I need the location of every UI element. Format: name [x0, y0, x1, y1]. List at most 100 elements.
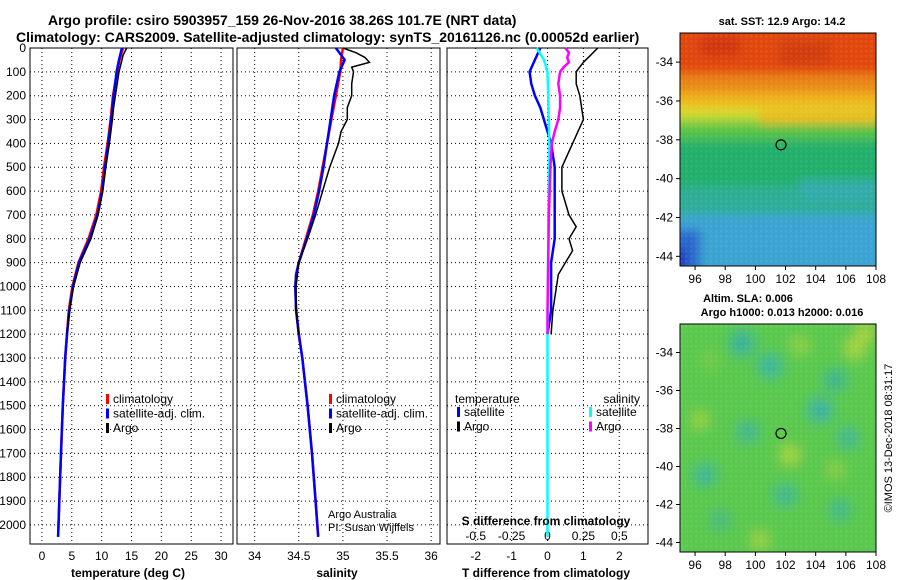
difference-legend-swatch	[589, 407, 592, 417]
sst-map-lon-tick-label: 96	[688, 272, 702, 286]
sst-heatmap	[680, 33, 876, 266]
depth-tick-label: 500	[6, 160, 26, 174]
difference-x-tick-label: -2	[470, 549, 481, 563]
sst-map-lon-tick-label: 106	[836, 272, 856, 286]
sla-map-lon-tick-label: 96	[688, 558, 702, 572]
temperature-series-climatology	[56, 47, 125, 537]
temperature-legend-swatch	[106, 423, 109, 433]
sla-map-lat-tick-label: -42	[656, 498, 674, 512]
sla-map-lon-tick-label: 102	[776, 558, 796, 572]
temperature-x-tick-label: 5	[68, 549, 75, 563]
difference-legend-swatch	[457, 421, 460, 432]
sst-map-title: sat. SST: 12.9 Argo: 14.2	[719, 16, 846, 28]
difference-x-tick-label: 1	[580, 549, 587, 563]
temperature-legend-label: satellite-adj. clim.	[113, 407, 205, 421]
t-difference-label: T difference from climatology	[462, 566, 630, 580]
depth-tick-label: 1100	[0, 303, 26, 317]
salinity-legend-label: satellite-adj. clim.	[336, 407, 428, 421]
difference-x-tick-label: -1	[506, 549, 517, 563]
salinity-series-argo	[295, 47, 371, 335]
difference-legend-swatch	[457, 407, 460, 417]
salinity-legend-label: climatology	[336, 392, 396, 406]
depth-tick-label: 1300	[0, 351, 26, 365]
temperature-x-label: temperature (deg C)	[71, 566, 185, 580]
sla-map-lon-tick-label: 98	[719, 558, 733, 572]
depth-tick-label: 100	[6, 65, 26, 79]
sst-map-lon-tick-label: 102	[776, 272, 796, 286]
temperature-x-tick-label: 30	[214, 549, 228, 563]
depth-tick-label: 200	[6, 89, 26, 103]
depth-tick-label: 900	[6, 256, 26, 270]
sla-map-lon-tick-label: 106	[836, 558, 856, 572]
depth-tick-label: 1000	[0, 279, 26, 293]
salinity-x-tick-label: 35.5	[375, 549, 399, 563]
temperature-legend-swatch	[106, 394, 109, 404]
s-difference-tick-label: -0.25	[498, 529, 526, 543]
credit-argo-australia: Argo Australia	[328, 509, 397, 521]
difference-x-tick-label: 2	[616, 549, 623, 563]
sla-map-lat-tick-label: -34	[656, 346, 674, 360]
depth-tick-label: 1600	[0, 423, 26, 437]
temperature-legend-label: climatology	[113, 392, 173, 406]
sla-heatmap	[680, 324, 876, 552]
sla-map-title: Altim. SLA: 0.006	[703, 293, 793, 305]
sla-map-panel: Altim. SLA: 0.006 Argo h1000: 0.013 h200…	[656, 293, 887, 572]
sla-map-lat-tick-label: -40	[656, 460, 674, 474]
temperature-series-argo	[66, 47, 128, 335]
sst-argo-position-marker	[775, 139, 787, 151]
sst-map-lon-tick-label: 108	[866, 272, 886, 286]
sst-map-lat-tick-label: -44	[656, 249, 674, 263]
sla-map-lon-tick-label: 100	[745, 558, 765, 572]
sla-map-lat-tick-label: -38	[656, 422, 674, 436]
depth-tick-label: 1900	[0, 494, 26, 508]
sst-map-lat-tick-label: -36	[656, 94, 674, 108]
depth-tick-label: 1200	[0, 327, 26, 341]
salinity-x-tick-label: 36	[424, 549, 438, 563]
depth-tick-label: 0	[19, 41, 26, 55]
temperature-legend-swatch	[106, 408, 109, 419]
salinity-legend-swatch	[329, 423, 332, 433]
salinity-series-climatology	[294, 47, 345, 537]
depth-tick-label: 300	[6, 113, 26, 127]
imos-credit: ©IMOS 13-Dec-2018 08:31:17	[883, 364, 895, 513]
difference-legend-swatch	[589, 421, 592, 432]
difference-legend-label: satellite	[596, 405, 637, 419]
sla-argo-position-marker	[775, 427, 787, 440]
temperature-x-tick-label: 0	[39, 549, 46, 563]
salinity-x-tick-label: 35	[336, 549, 350, 563]
salinity-series-satellite-adj-clim	[294, 47, 347, 537]
figure-title-line1: Argo profile: csiro 5903957_159 26-Nov-2…	[48, 12, 516, 28]
sla-map-subtitle: Argo h1000: 0.013 h2000: 0.016	[701, 307, 864, 319]
temperature-x-tick-label: 10	[95, 549, 109, 563]
sst-map-panel: sat. SST: 12.9 Argo: 14.2	[656, 16, 887, 286]
s-difference-tick-label: 0.5	[611, 529, 628, 543]
depth-tick-label: 800	[6, 232, 26, 246]
depth-tick-label: 1700	[0, 446, 26, 460]
difference-legend-title-temperature: temperature	[455, 392, 520, 406]
sst-map-lon-tick-label: 98	[719, 272, 733, 286]
salinity-panel: 34 34.5 35 35.5 36 climatologysatellite-adj.…	[236, 47, 441, 580]
sla-map-lon-tick-label: 108	[866, 558, 886, 572]
salinity-plot-frame	[236, 47, 441, 545]
salinity-x-tick-label: 34	[248, 549, 262, 563]
credit-pi: PI: Susan Wijffels	[328, 522, 414, 534]
salinity-x-label: salinity	[316, 566, 358, 580]
difference-x-tick-label: 0	[544, 549, 551, 563]
depth-tick-label: 2000	[0, 518, 26, 532]
sla-map-lat-tick-label: -36	[656, 384, 674, 398]
temperature-series-satellite-adj-clim	[56, 47, 124, 537]
temperature-x-tick-label: 20	[155, 549, 169, 563]
sst-map-frame	[679, 32, 877, 267]
sla-map-lat-tick-label: -44	[656, 536, 674, 550]
sst-map-lon-tick-label: 104	[806, 272, 826, 286]
depth-tick-label: 1500	[0, 399, 26, 413]
difference-legend-label: satellite	[464, 405, 505, 419]
depth-tick-label: 1800	[0, 470, 26, 484]
difference-series-temperature-argo	[550, 47, 599, 335]
depth-tick-label: 1400	[0, 375, 26, 389]
difference-legend-title-salinity: salinity	[603, 392, 640, 406]
difference-legend-label: Argo	[596, 420, 622, 434]
s-difference-label: S difference from climatology	[462, 514, 631, 528]
sst-map-lat-tick-label: -40	[656, 172, 674, 186]
